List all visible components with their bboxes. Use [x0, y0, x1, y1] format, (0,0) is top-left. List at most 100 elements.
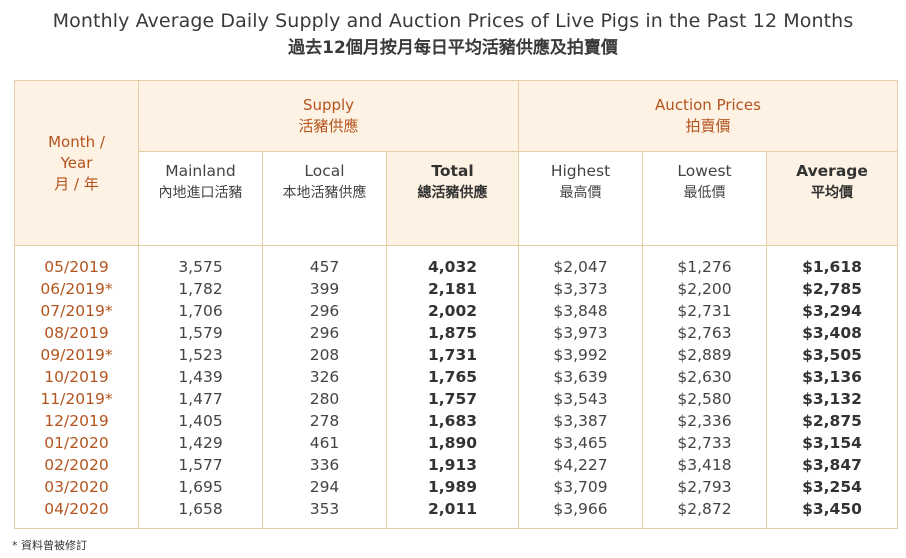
- total-cell: 1,913: [385, 454, 520, 476]
- highest-zh-label: 最高價: [559, 185, 602, 201]
- mainland-cell: 1,658: [138, 498, 263, 529]
- average-cell: $2,785: [766, 278, 899, 300]
- lowest-cell: $2,630: [642, 366, 768, 388]
- month-cell: 03/2020: [14, 476, 139, 498]
- average-cell: $3,154: [766, 432, 899, 454]
- supply-en-label: Supply: [302, 96, 355, 114]
- average-en-label: Average: [796, 162, 868, 180]
- local-cell: 461: [262, 432, 387, 454]
- month-cell: 08/2019: [14, 322, 139, 344]
- table-row: 06/2019* 1,782 399 2,181 $3,373 $2,200 $…: [14, 278, 899, 300]
- average-cell: $3,450: [766, 498, 899, 529]
- highest-cell: $2,047: [518, 245, 644, 278]
- month-cell: 09/2019*: [14, 344, 139, 366]
- average-zh-label: 平均價: [811, 185, 854, 201]
- total-cell: 2,002: [385, 300, 520, 322]
- auction-group-header: Auction Prices 拍賣價: [518, 80, 899, 152]
- month-cell: 02/2020: [14, 454, 139, 476]
- local-zh-label: 本地活豬供應: [282, 185, 367, 201]
- mainland-cell: 1,577: [138, 454, 263, 476]
- local-en-label: Local: [304, 162, 345, 180]
- month-cell: 12/2019: [14, 410, 139, 432]
- local-cell: 326: [262, 366, 387, 388]
- highest-cell: $3,639: [518, 366, 644, 388]
- highest-cell: $3,387: [518, 410, 644, 432]
- local-cell: 457: [262, 245, 387, 278]
- mainland-cell: 1,782: [138, 278, 263, 300]
- lowest-cell: $2,793: [642, 476, 768, 498]
- mainland-cell: 1,706: [138, 300, 263, 322]
- local-cell: 280: [262, 388, 387, 410]
- supply-group-header: Supply 活豬供應: [137, 80, 520, 152]
- total-header: Total 總活豬供應: [385, 151, 520, 246]
- total-cell: 1,757: [385, 388, 520, 410]
- highest-cell: $3,966: [518, 498, 644, 529]
- revision-footnote: * 資料曾被修訂: [12, 539, 87, 552]
- highest-cell: $3,373: [518, 278, 644, 300]
- average-cell: $2,875: [766, 410, 899, 432]
- month-cell: 04/2020: [14, 498, 139, 529]
- average-cell: $3,294: [766, 300, 899, 322]
- mainland-cell: 1,695: [138, 476, 263, 498]
- lowest-en-label: Lowest: [677, 162, 732, 180]
- mainland-cell: 1,523: [138, 344, 263, 366]
- table-row: 02/2020 1,577 336 1,913 $4,227 $3,418 $3…: [14, 454, 899, 476]
- lowest-cell: $2,336: [642, 410, 768, 432]
- month-cell: 06/2019*: [14, 278, 139, 300]
- table-row: 07/2019* 1,706 296 2,002 $3,848 $2,731 $…: [14, 300, 899, 322]
- mainland-zh-label: 內地進口活豬: [158, 185, 243, 201]
- lowest-cell: $2,731: [642, 300, 768, 322]
- mainland-header: Mainland 內地進口活豬: [138, 151, 263, 246]
- local-cell: 296: [262, 300, 387, 322]
- table-row: 05/2019 3,575 457 4,032 $2,047 $1,276 $1…: [14, 245, 899, 278]
- mainland-cell: 1,429: [138, 432, 263, 454]
- highest-en-label: Highest: [550, 162, 611, 180]
- highest-cell: $3,973: [518, 322, 644, 344]
- month-cell: 11/2019*: [14, 388, 139, 410]
- lowest-cell: $2,889: [642, 344, 768, 366]
- average-cell: $3,847: [766, 454, 899, 476]
- average-cell: $3,136: [766, 366, 899, 388]
- lowest-cell: $2,763: [642, 322, 768, 344]
- table-body: 05/2019 3,575 457 4,032 $2,047 $1,276 $1…: [14, 245, 899, 529]
- total-cell: 4,032: [385, 245, 520, 278]
- mainland-cell: 1,405: [138, 410, 263, 432]
- mainland-cell: 1,579: [138, 322, 263, 344]
- mainland-en-label: Mainland: [165, 162, 236, 180]
- lowest-cell: $2,200: [642, 278, 768, 300]
- table-row: 04/2020 1,658 353 2,011 $3,966 $2,872 $3…: [14, 498, 899, 529]
- lowest-header: Lowest 最低價: [642, 151, 768, 246]
- lowest-cell: $2,872: [642, 498, 768, 529]
- mainland-cell: 1,439: [138, 366, 263, 388]
- lowest-cell: $2,733: [642, 432, 768, 454]
- average-cell: $3,408: [766, 322, 899, 344]
- month-en-label: Month /: [48, 132, 105, 151]
- month-cell: 07/2019*: [14, 300, 139, 322]
- highest-header: Highest 最高價: [518, 151, 644, 246]
- total-cell: 1,683: [385, 410, 520, 432]
- local-cell: 296: [262, 322, 387, 344]
- table-row: 03/2020 1,695 294 1,989 $3,709 $2,793 $3…: [14, 476, 899, 498]
- mainland-cell: 3,575: [138, 245, 263, 278]
- table-row: 10/2019 1,439 326 1,765 $3,639 $2,630 $3…: [14, 366, 899, 388]
- highest-cell: $3,848: [518, 300, 644, 322]
- local-cell: 399: [262, 278, 387, 300]
- total-cell: 1,875: [385, 322, 520, 344]
- average-cell: $3,254: [766, 476, 899, 498]
- page-title: Monthly Average Daily Supply and Auction…: [52, 10, 854, 32]
- table-row: 01/2020 1,429 461 1,890 $3,465 $2,733 $3…: [14, 432, 899, 454]
- total-cell: 1,890: [385, 432, 520, 454]
- local-cell: 336: [262, 454, 387, 476]
- total-cell: 1,765: [385, 366, 520, 388]
- mainland-cell: 1,477: [138, 388, 263, 410]
- table-row: 08/2019 1,579 296 1,875 $3,973 $2,763 $3…: [14, 322, 899, 344]
- table-row: 12/2019 1,405 278 1,683 $3,387 $2,336 $2…: [14, 410, 899, 432]
- month-year-header: Month / Year 月 / 年: [14, 80, 139, 246]
- supply-zh-label: 活豬供應: [298, 117, 359, 135]
- pig-supply-table: Month / Year 月 / 年 Supply 活豬供應 Auction P…: [14, 80, 899, 529]
- local-cell: 208: [262, 344, 387, 366]
- highest-cell: $3,465: [518, 432, 644, 454]
- highest-cell: $3,992: [518, 344, 644, 366]
- local-cell: 353: [262, 498, 387, 529]
- total-cell: 1,989: [385, 476, 520, 498]
